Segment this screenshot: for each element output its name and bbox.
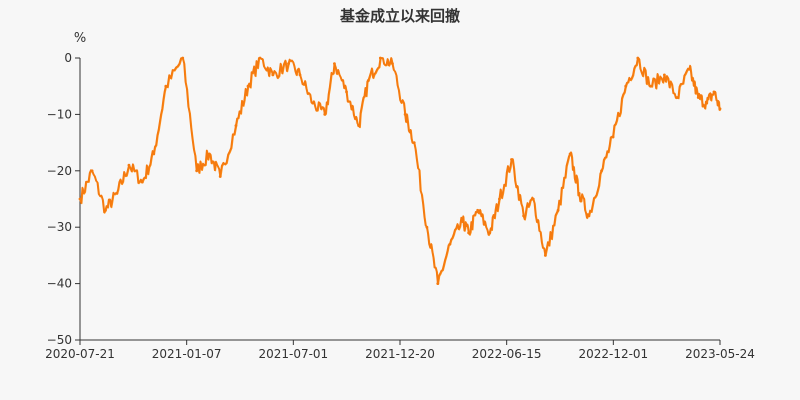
series-line-main xyxy=(79,57,721,285)
y-tick-label: −30 xyxy=(47,220,72,234)
data-point xyxy=(675,96,679,99)
data-point xyxy=(181,56,185,60)
data-point xyxy=(140,180,144,184)
data-point xyxy=(600,169,603,173)
data-point xyxy=(164,84,168,88)
data-point xyxy=(577,191,581,195)
data-point xyxy=(366,79,370,82)
x-tick-label: 2023-05-24 xyxy=(685,347,755,361)
x-tick-label: 2022-06-15 xyxy=(472,347,542,361)
data-point xyxy=(311,101,315,105)
y-axis-unit-label: % xyxy=(74,31,86,46)
data-point xyxy=(510,158,513,161)
x-tick-label: 2022-12-01 xyxy=(578,347,648,361)
x-tick-label: 2021-01-07 xyxy=(152,347,222,361)
data-point xyxy=(271,73,275,77)
data-point xyxy=(298,73,302,77)
data-point xyxy=(246,84,250,88)
data-point xyxy=(425,225,429,229)
data-point xyxy=(207,152,211,156)
data-point xyxy=(461,220,464,223)
x-tick-label: 2020-07-21 xyxy=(45,347,115,361)
data-point xyxy=(103,208,107,212)
data-point xyxy=(649,84,652,88)
data-point xyxy=(78,197,82,201)
data-point xyxy=(718,107,722,111)
data-point xyxy=(90,169,94,173)
y-tick-label: 0 xyxy=(64,51,72,65)
axes xyxy=(75,57,721,345)
data-point xyxy=(522,214,525,218)
data-point xyxy=(705,101,709,105)
data-point xyxy=(391,62,394,66)
data-point xyxy=(333,62,336,66)
data-point xyxy=(115,191,119,195)
y-tick-label: −20 xyxy=(47,164,72,178)
x-tick-label: 2021-12-20 xyxy=(365,347,435,361)
data-point xyxy=(195,169,199,173)
data-point xyxy=(587,214,591,218)
data-point xyxy=(663,73,666,77)
chart-title: 基金成立以来回撤 xyxy=(339,7,460,25)
data-point xyxy=(556,208,560,212)
data-point xyxy=(531,197,535,201)
y-tick-label: −10 xyxy=(47,107,72,121)
data-point xyxy=(345,90,348,94)
data-point xyxy=(152,152,156,156)
data-point xyxy=(218,175,222,178)
data-point xyxy=(498,197,501,201)
y-tick-label: −50 xyxy=(47,333,72,347)
data-point xyxy=(258,56,262,60)
data-point xyxy=(234,124,238,128)
data-point xyxy=(436,282,440,285)
data-point xyxy=(488,231,492,235)
data-point xyxy=(378,56,382,60)
data-point xyxy=(696,96,700,99)
data-point xyxy=(611,135,615,139)
data-point xyxy=(543,254,547,257)
data-point xyxy=(412,141,416,145)
data-point xyxy=(357,124,361,128)
x-tick-label: 2021-07-01 xyxy=(258,347,328,361)
data-point xyxy=(323,113,327,116)
data-point xyxy=(476,208,480,212)
data-point xyxy=(624,84,628,88)
data-point xyxy=(636,56,640,60)
data-point xyxy=(287,62,290,66)
data-point xyxy=(467,231,470,235)
series-lines xyxy=(78,56,722,285)
data-point xyxy=(448,242,452,246)
data-point xyxy=(403,113,407,116)
y-tick-label: −40 xyxy=(47,277,72,291)
data-point xyxy=(712,90,716,94)
data-point xyxy=(687,67,691,71)
data-point xyxy=(568,152,572,156)
data-point xyxy=(127,163,131,167)
